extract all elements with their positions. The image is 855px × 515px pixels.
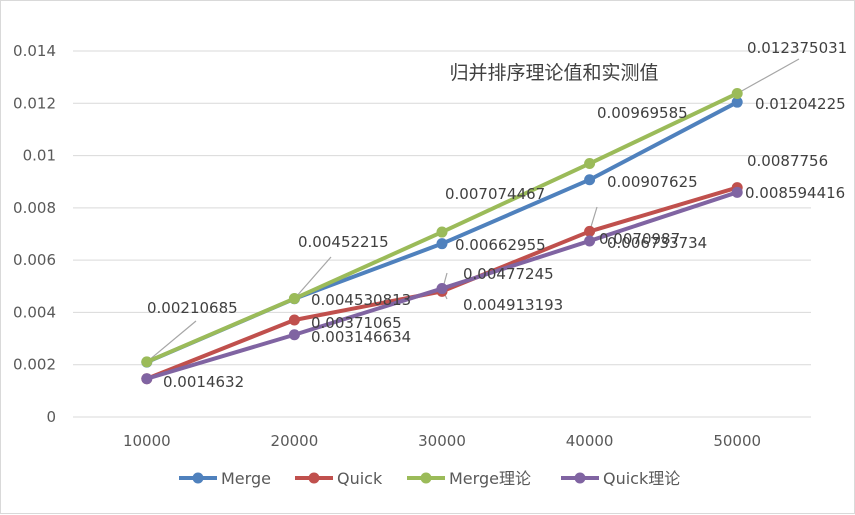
y-tick-label: 0 (46, 408, 56, 426)
data-point (436, 283, 448, 295)
data-label: 0.00452215 (298, 233, 389, 251)
data-point (731, 87, 743, 99)
legend-label: Merge理论 (449, 469, 531, 488)
data-point (731, 96, 743, 108)
y-tick-label: 0.01 (23, 147, 56, 165)
data-point (288, 293, 300, 305)
data-point (288, 314, 300, 326)
y-tick-label: 0.004 (13, 303, 56, 321)
legend-marker (192, 472, 204, 484)
y-tick-label: 0.002 (13, 356, 56, 374)
x-tick-label: 50000 (713, 432, 761, 450)
legend-marker (420, 472, 432, 484)
legend-marker (574, 472, 586, 484)
y-tick-label: 0.008 (13, 199, 56, 217)
legend-item: Quick (295, 469, 383, 488)
legend-label: Quick理论 (603, 469, 680, 488)
data-label: 0.012375031 (747, 39, 847, 57)
legend-item: Merge (179, 469, 271, 488)
y-tick-label: 0.006 (13, 251, 56, 269)
y-axis: 0 0.002 0.004 0.006 0.008 0.01 0.012 0.014 (13, 42, 56, 426)
legend-label: Quick (337, 469, 383, 488)
label-leader (146, 320, 197, 363)
data-label: 0.00210685 (147, 299, 238, 317)
data-point (436, 226, 448, 238)
data-label: 0.01204225 (755, 95, 846, 113)
legend-marker (308, 472, 320, 484)
data-label: 0.004913193 (463, 296, 563, 314)
data-label: 0.004530813 (311, 291, 411, 309)
x-axis: 10000 20000 30000 40000 50000 (123, 432, 761, 450)
x-tick-label: 30000 (418, 432, 466, 450)
data-label: 0.006733734 (607, 234, 707, 252)
label-leader (736, 58, 800, 95)
series-lines (141, 87, 743, 385)
data-labels: 0.00662955 0.00907625 0.01204225 0.00371065… (147, 39, 847, 391)
x-tick-label: 10000 (123, 432, 171, 450)
data-point (141, 356, 153, 368)
data-point (288, 329, 300, 341)
data-point (584, 174, 596, 186)
data-point (141, 373, 153, 385)
gridlines (73, 50, 811, 418)
x-tick-label: 20000 (271, 432, 319, 450)
data-label: 0.0014632 (163, 373, 244, 391)
data-label: 0.003146634 (311, 328, 411, 346)
data-label: 0.0087756 (747, 152, 828, 170)
data-label: 0.007074467 (445, 185, 545, 203)
data-point (584, 225, 596, 237)
data-label: 0.00907625 (607, 173, 698, 191)
data-point (436, 238, 448, 250)
label-leader (293, 256, 332, 300)
data-label: 0.008594416 (745, 184, 845, 202)
y-tick-label: 0.012 (13, 94, 56, 112)
legend: Merge Quick Merge理论 Quick理论 (179, 469, 680, 488)
legend-item: Quick理论 (561, 469, 680, 488)
data-point (584, 158, 596, 170)
x-tick-label: 40000 (566, 432, 614, 450)
data-point (584, 235, 596, 247)
chart-title: 归并排序理论值和实测值 (449, 62, 658, 84)
data-label: 0.0070987 (599, 230, 680, 248)
data-label: 0.00477245 (463, 265, 554, 283)
label-leader-lines (146, 58, 800, 363)
data-label: 0.00662955 (455, 236, 546, 254)
data-label: 0.00969585 (597, 104, 688, 122)
legend-item: Merge理论 (407, 469, 531, 488)
y-tick-label: 0.014 (13, 42, 56, 60)
data-point (731, 186, 743, 198)
data-label: 0.00371065 (311, 314, 402, 332)
legend-label: Merge (221, 469, 271, 488)
